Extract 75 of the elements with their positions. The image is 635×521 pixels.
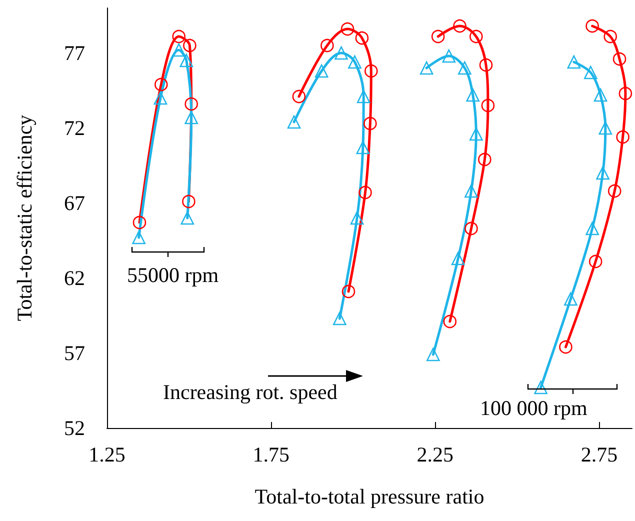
x-tick-label: 2.25 bbox=[416, 442, 454, 466]
point bbox=[356, 140, 370, 154]
point bbox=[340, 22, 354, 36]
point bbox=[287, 115, 301, 129]
y-tick-label: 62 bbox=[64, 266, 85, 290]
point bbox=[172, 43, 186, 57]
point bbox=[334, 46, 348, 60]
point bbox=[431, 30, 445, 44]
point bbox=[364, 64, 378, 78]
point bbox=[478, 152, 492, 166]
point bbox=[443, 314, 457, 328]
y-tick-label: 67 bbox=[64, 191, 85, 215]
annotation: Increasing rot. speed bbox=[163, 380, 338, 404]
point bbox=[588, 254, 602, 268]
point bbox=[596, 166, 610, 180]
point bbox=[420, 61, 434, 75]
point bbox=[567, 55, 581, 69]
point bbox=[180, 211, 194, 225]
point bbox=[604, 30, 617, 44]
point bbox=[154, 91, 168, 105]
point bbox=[182, 194, 196, 208]
point bbox=[358, 186, 372, 200]
point bbox=[458, 61, 472, 75]
point bbox=[348, 55, 362, 69]
point bbox=[184, 97, 198, 111]
point bbox=[586, 19, 599, 33]
point bbox=[183, 38, 196, 52]
point bbox=[342, 284, 356, 298]
y-tick-label: 57 bbox=[64, 341, 85, 365]
point bbox=[426, 348, 440, 362]
point bbox=[453, 19, 466, 33]
point bbox=[470, 30, 483, 44]
point bbox=[564, 292, 578, 306]
point bbox=[464, 184, 478, 198]
point bbox=[559, 340, 572, 354]
point bbox=[451, 252, 465, 266]
annotation: 100 000 rpm bbox=[480, 396, 588, 420]
point bbox=[618, 86, 632, 100]
point bbox=[608, 184, 622, 198]
point bbox=[356, 90, 370, 104]
point bbox=[469, 127, 483, 141]
point bbox=[172, 30, 186, 44]
point bbox=[598, 121, 612, 135]
point bbox=[612, 52, 626, 66]
point bbox=[586, 222, 599, 236]
y-tick-label: 72 bbox=[64, 116, 85, 140]
point bbox=[466, 88, 480, 102]
annotation: 55000 rpm bbox=[127, 263, 219, 287]
point bbox=[320, 38, 334, 52]
point bbox=[481, 98, 495, 112]
point bbox=[332, 312, 346, 326]
point bbox=[180, 54, 194, 68]
point bbox=[314, 64, 328, 78]
point bbox=[594, 88, 608, 102]
point bbox=[184, 110, 198, 124]
point bbox=[442, 49, 456, 63]
point bbox=[132, 216, 146, 230]
y-tick-label: 52 bbox=[64, 416, 85, 440]
point bbox=[584, 66, 598, 80]
x-tick-label: 1.25 bbox=[88, 442, 126, 466]
y-tick-label: 77 bbox=[64, 41, 85, 65]
point bbox=[154, 78, 168, 92]
x-tick-label: 1.75 bbox=[252, 442, 290, 466]
point bbox=[355, 31, 369, 45]
point bbox=[350, 211, 364, 225]
point bbox=[479, 58, 493, 72]
point bbox=[364, 116, 377, 130]
x-tick-label: 2.75 bbox=[580, 442, 618, 466]
point bbox=[464, 222, 478, 236]
y-axis-title: Total-to-static efficiency bbox=[12, 114, 36, 322]
point bbox=[132, 230, 146, 244]
x-axis-title: Total-to-total pressure ratio bbox=[254, 484, 484, 508]
point bbox=[292, 90, 306, 104]
point bbox=[534, 380, 548, 394]
point bbox=[616, 130, 630, 144]
